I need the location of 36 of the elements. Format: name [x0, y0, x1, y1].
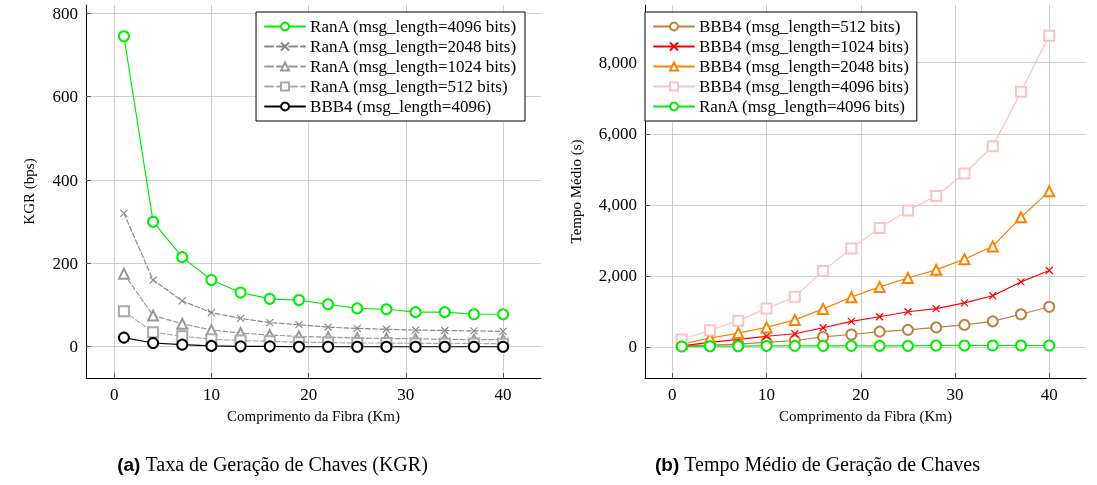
x-tick-label: 30: [397, 385, 415, 404]
text: (a) Taxa de Geração de Chaves (KGR): [117, 453, 428, 476]
x-tick-label: 40: [494, 385, 512, 404]
legend-label: RanA (msg_length=4096 bits): [699, 97, 906, 116]
x-tick-label: 10: [758, 385, 776, 404]
legend-label: BBB4 (msg_length=2048 bits): [699, 57, 909, 76]
y-tick-label: 600: [52, 87, 78, 107]
y-tick-label: 200: [52, 253, 78, 273]
x-tick-label: 20: [300, 385, 318, 404]
y-tick-label: 8,000: [598, 53, 637, 73]
y-axis-title: Tempo Médio (s): [567, 139, 585, 244]
legend-label: BBB4 (msg_length=512 bits): [699, 17, 901, 36]
legend-label: BBB4 (msg_length=4096): [310, 97, 492, 116]
x-axis-title: Comprimento da Fibra (Km): [779, 407, 952, 425]
y-tick-label: 800: [52, 3, 78, 23]
x-tick-label: 10: [202, 385, 220, 404]
legend-label: RanA (msg_length=2048 bits): [310, 37, 517, 56]
y-tick-label: 0: [628, 337, 637, 357]
y-tick-label: 0: [69, 337, 78, 357]
legend-label: RanA (msg_length=1024 bits): [310, 57, 517, 76]
y-tick-label: 400: [52, 170, 78, 190]
y-tick-label: 2,000: [598, 266, 637, 286]
y-axis-title: KGR (bps): [20, 158, 38, 225]
x-tick-label: 0: [668, 385, 677, 404]
legend-label: RanA (msg_length=4096 bits): [310, 17, 517, 36]
y-tick-label: 6,000: [598, 124, 637, 144]
x-tick-label: 20: [852, 385, 870, 404]
x-tick-label: 40: [1040, 385, 1058, 404]
x-tick-label: 0: [109, 385, 119, 404]
legend-label: RanA (msg_length=512 bits): [310, 77, 508, 96]
y-tick-label: 4,000: [598, 195, 637, 215]
x-tick-label: 30: [946, 385, 964, 404]
x-axis-title: Comprimento da Fibra (Km): [227, 407, 400, 425]
legend-label: BBB4 (msg_length=1024 bits): [699, 37, 909, 56]
legend-label: BBB4 (msg_length=4096 bits): [699, 77, 909, 96]
text: (b) Tempo Médio de Geração de Chaves: [655, 453, 981, 476]
